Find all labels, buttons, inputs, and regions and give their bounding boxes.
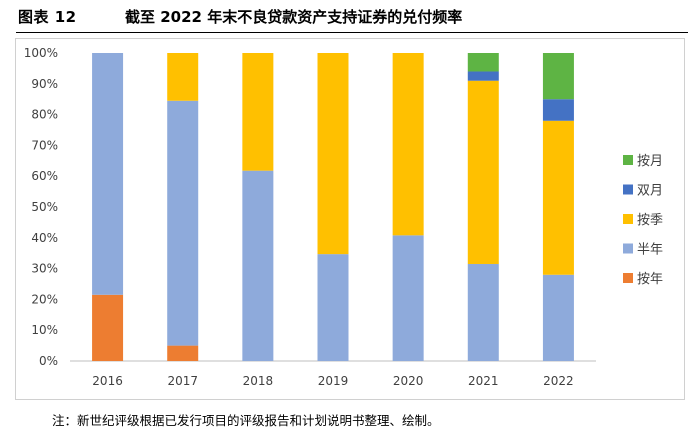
y-tick-label: 30%	[31, 262, 58, 276]
legend-swatch	[623, 243, 633, 254]
bar-segment	[92, 53, 124, 295]
x-tick-label: 2020	[393, 374, 424, 388]
x-tick-label: 2019	[318, 374, 349, 388]
bar-segment	[92, 294, 124, 361]
bar-segment	[392, 53, 424, 236]
y-tick-label: 90%	[31, 77, 58, 91]
legend-label: 按年	[637, 272, 663, 287]
legend-swatch	[623, 184, 633, 195]
bar-segment	[542, 274, 574, 361]
bar-segment	[467, 263, 499, 361]
x-tick-label: 2021	[468, 374, 499, 388]
bar-segment	[542, 99, 574, 121]
y-tick-label: 80%	[31, 108, 58, 122]
bar-segment	[317, 254, 349, 361]
y-tick-label: 10%	[31, 323, 58, 337]
y-tick-label: 40%	[31, 231, 58, 245]
bar-segment	[392, 235, 424, 361]
bar-segment	[317, 53, 349, 255]
x-tick-label: 2016	[92, 374, 123, 388]
legend-swatch	[623, 273, 633, 283]
y-tick-label: 100%	[24, 46, 58, 60]
legend-label: 按季	[637, 213, 663, 228]
chart-frame	[15, 38, 685, 400]
bar-segment	[467, 53, 499, 72]
x-tick-label: 2022	[543, 374, 574, 388]
bar-segment	[467, 71, 499, 81]
y-tick-label: 20%	[31, 292, 58, 306]
y-tick-label: 60%	[31, 169, 58, 183]
bar-segment	[167, 100, 199, 346]
legend-label: 双月	[637, 184, 663, 199]
bar-segment	[542, 53, 574, 100]
x-tick-label: 2018	[243, 374, 274, 388]
y-tick-label: 0%	[39, 354, 58, 368]
figure-label: 图表 12	[18, 8, 77, 26]
x-tick-label: 2017	[167, 374, 198, 388]
legend-label: 半年	[637, 243, 663, 258]
legend-swatch	[623, 155, 633, 165]
bar-segment	[167, 53, 199, 101]
legend-swatch	[623, 214, 633, 224]
title-divider	[16, 32, 688, 33]
figure-header: 图表 12 截至 2022 年末不良贷款资产支持证券的兑付频率	[0, 0, 700, 36]
bar-segment	[167, 345, 199, 361]
y-tick-label: 70%	[31, 138, 58, 152]
bar-segment	[542, 120, 574, 275]
figure-title: 截至 2022 年末不良贷款资产支持证券的兑付频率	[125, 8, 463, 26]
figure-note: 注：新世纪评级根据已发行项目的评级报告和计划说明书整理、绘制。	[52, 413, 440, 428]
bar-segment	[242, 170, 274, 361]
bar-segment	[467, 80, 499, 264]
y-tick-label: 50%	[31, 200, 58, 214]
bar-segment	[242, 53, 274, 171]
legend-label: 按月	[637, 154, 663, 169]
